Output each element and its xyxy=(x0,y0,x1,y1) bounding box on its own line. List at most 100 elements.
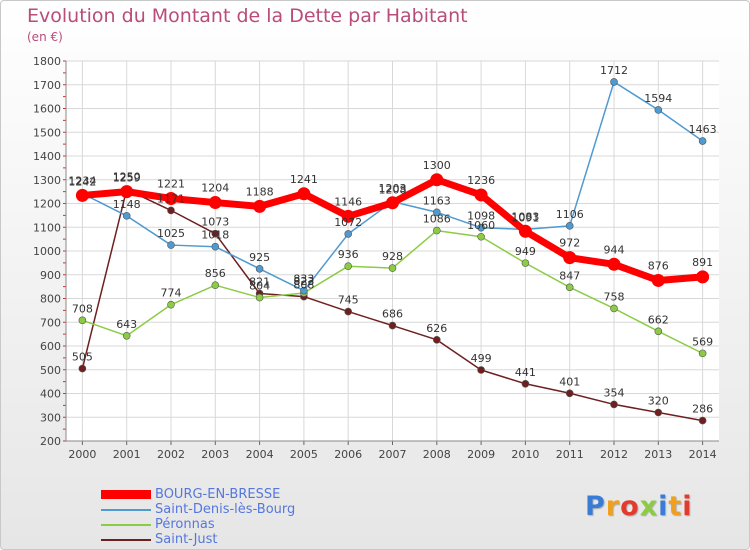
data-label: 505 xyxy=(72,351,93,364)
x-tick-label: 2013 xyxy=(644,448,672,461)
data-point xyxy=(211,281,220,290)
y-tick-label: 400 xyxy=(40,388,61,401)
data-label: 1242 xyxy=(68,176,96,189)
y-tick-label: 1500 xyxy=(33,126,61,139)
data-point xyxy=(654,408,663,417)
data-label: 891 xyxy=(692,256,713,269)
data-point xyxy=(344,230,352,238)
data-label: 1208 xyxy=(379,184,407,197)
data-label: 1148 xyxy=(113,198,141,211)
data-point xyxy=(654,327,663,336)
data-label: 876 xyxy=(648,259,669,272)
y-tick-label: 1700 xyxy=(33,79,61,92)
data-label: 1025 xyxy=(157,227,185,240)
data-label: 925 xyxy=(249,251,270,264)
data-point xyxy=(341,209,355,223)
data-point xyxy=(255,293,264,302)
data-point xyxy=(698,137,707,145)
data-point xyxy=(122,331,131,340)
data-point xyxy=(300,286,308,295)
data-point xyxy=(167,300,175,309)
data-point xyxy=(78,316,87,325)
data-point xyxy=(433,226,441,235)
data-label: 1712 xyxy=(600,64,628,77)
data-label: 808 xyxy=(293,279,314,292)
data-point xyxy=(122,212,131,220)
series-layer xyxy=(75,78,710,425)
data-point xyxy=(654,106,663,114)
data-label: 662 xyxy=(648,313,669,326)
y-tick-label: 1200 xyxy=(33,198,61,211)
data-label: 1060 xyxy=(467,219,495,232)
data-label: 823 xyxy=(293,275,314,288)
data-label: 1083 xyxy=(511,210,539,223)
data-label: 354 xyxy=(604,386,625,399)
data-point xyxy=(607,257,621,271)
data-label: 1146 xyxy=(334,195,362,208)
legend-label: Saint-Just xyxy=(155,532,218,547)
data-point xyxy=(297,187,311,201)
data-label: 936 xyxy=(338,248,359,261)
data-label: 499 xyxy=(471,352,492,365)
legend-label: BOURG-EN-BRESSE xyxy=(155,487,281,502)
data-label: 1072 xyxy=(334,216,362,229)
data-label: 1204 xyxy=(201,182,229,195)
data-point xyxy=(78,364,87,373)
data-point xyxy=(521,379,530,388)
data-label: 1594 xyxy=(644,92,672,105)
data-point xyxy=(565,222,574,230)
x-tick-label: 2005 xyxy=(290,448,318,461)
data-label: 1234 xyxy=(68,174,96,187)
data-point xyxy=(477,366,485,374)
y-tick-label: 1600 xyxy=(33,103,61,116)
data-label: 1241 xyxy=(290,173,318,186)
legend-label: Péronnas xyxy=(155,517,215,532)
data-label: 949 xyxy=(515,245,536,258)
data-label: 833 xyxy=(293,273,314,286)
data-point xyxy=(518,224,532,238)
data-label: 569 xyxy=(692,335,713,348)
data-label: 1171 xyxy=(157,192,185,205)
data-label: 286 xyxy=(692,403,713,416)
x-tick-label: 2014 xyxy=(689,448,717,461)
data-label: 1188 xyxy=(246,185,274,198)
data-label: 847 xyxy=(559,269,580,282)
y-tick-label: 1000 xyxy=(33,245,61,258)
x-tick-label: 2004 xyxy=(246,448,274,461)
data-point xyxy=(433,208,441,217)
data-point xyxy=(565,283,574,292)
data-point xyxy=(610,304,618,313)
axis-layer: 200 300 400 500 600 700 800 900 1000 1100 1200 1300… xyxy=(33,55,719,461)
data-label: 972 xyxy=(559,237,580,250)
x-tick-label: 2010 xyxy=(511,448,539,461)
data-label: 1091 xyxy=(511,211,539,224)
x-tick-label: 2003 xyxy=(201,448,229,461)
data-label: 774 xyxy=(160,287,181,300)
data-label: 1259 xyxy=(113,171,141,184)
data-label: 821 xyxy=(249,276,270,289)
data-label: 686 xyxy=(382,308,403,321)
legend-swatch xyxy=(101,490,151,499)
data-label: 1018 xyxy=(201,229,229,242)
data-point xyxy=(477,232,485,241)
data-point xyxy=(120,185,134,199)
data-point xyxy=(211,229,220,238)
data-label: 1300 xyxy=(423,159,451,172)
data-label: 1203 xyxy=(379,182,407,195)
data-label-layer: 505 1259 1171 1073 821 808 745 686 626 499 441 401 3… xyxy=(68,64,716,416)
data-label: 944 xyxy=(604,243,625,256)
data-label: 1463 xyxy=(689,123,717,136)
data-point xyxy=(211,242,220,251)
data-label: 1250 xyxy=(113,171,141,184)
legend-swatch xyxy=(101,538,151,541)
data-point xyxy=(565,389,574,398)
x-tick-label: 2011 xyxy=(556,448,584,461)
data-label: 1163 xyxy=(423,194,451,207)
legend-label: Saint-Denis-lès-Bourg xyxy=(155,502,296,517)
data-label: 401 xyxy=(559,375,580,388)
x-tick-label: 2002 xyxy=(157,448,185,461)
data-point xyxy=(164,192,178,206)
y-tick-label: 200 xyxy=(40,435,61,448)
